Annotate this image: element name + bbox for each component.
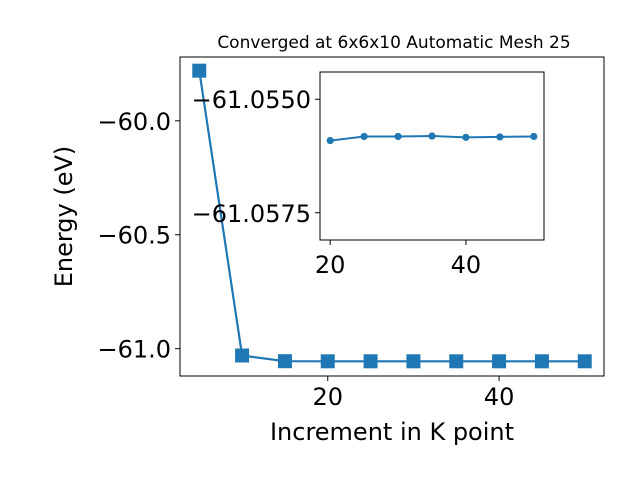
inset-plot: 20 40 −61.0575 −61.0550 <box>192 71 545 279</box>
data-point-marker <box>577 354 592 369</box>
inset-x-tick-label: 20 <box>315 251 346 279</box>
main-plot-frame <box>179 56 605 377</box>
data-point-marker <box>235 348 250 363</box>
inset-data-point-marker <box>360 132 368 141</box>
chart-title: Converged at 6x6x10 Automatic Mesh 25 <box>217 33 570 53</box>
y-axis-label: Energy (eV) <box>50 146 78 288</box>
inset-data-point-marker <box>462 133 470 141</box>
inset-background <box>320 72 544 240</box>
data-point-marker <box>534 354 549 369</box>
y-tick-label: −60.0 <box>97 108 171 136</box>
inset-y-tick-label: −61.0550 <box>192 86 311 114</box>
series-line <box>198 70 585 363</box>
inset-data-point-marker <box>428 132 436 140</box>
data-point-marker <box>192 63 207 78</box>
x-axis-label: Increment in K point <box>270 418 514 446</box>
x-tick-label: 20 <box>312 383 343 411</box>
inset-y-tick-label: −61.0575 <box>192 200 311 228</box>
inset-frame <box>319 71 545 241</box>
inset-data-point-marker <box>496 133 504 141</box>
main-plot: 20 40 −60.0 −60.5 −61.0 Converged at 6x6x10 A… <box>50 33 605 446</box>
inset-x-tick-label: 40 <box>451 251 482 279</box>
inset-data-point-marker <box>530 132 538 141</box>
data-point-marker <box>320 354 335 369</box>
inset-data-point-marker <box>394 132 402 141</box>
data-point-marker <box>363 354 378 369</box>
data-point-marker <box>277 354 292 369</box>
y-tick-label: −60.5 <box>97 222 171 250</box>
y-tick-label: −61.0 <box>97 336 171 364</box>
x-tick-label: 40 <box>484 383 515 411</box>
data-point-marker <box>449 354 464 369</box>
inset-data-point-marker <box>326 136 334 145</box>
data-point-marker <box>492 354 507 369</box>
data-point-marker <box>406 354 421 369</box>
